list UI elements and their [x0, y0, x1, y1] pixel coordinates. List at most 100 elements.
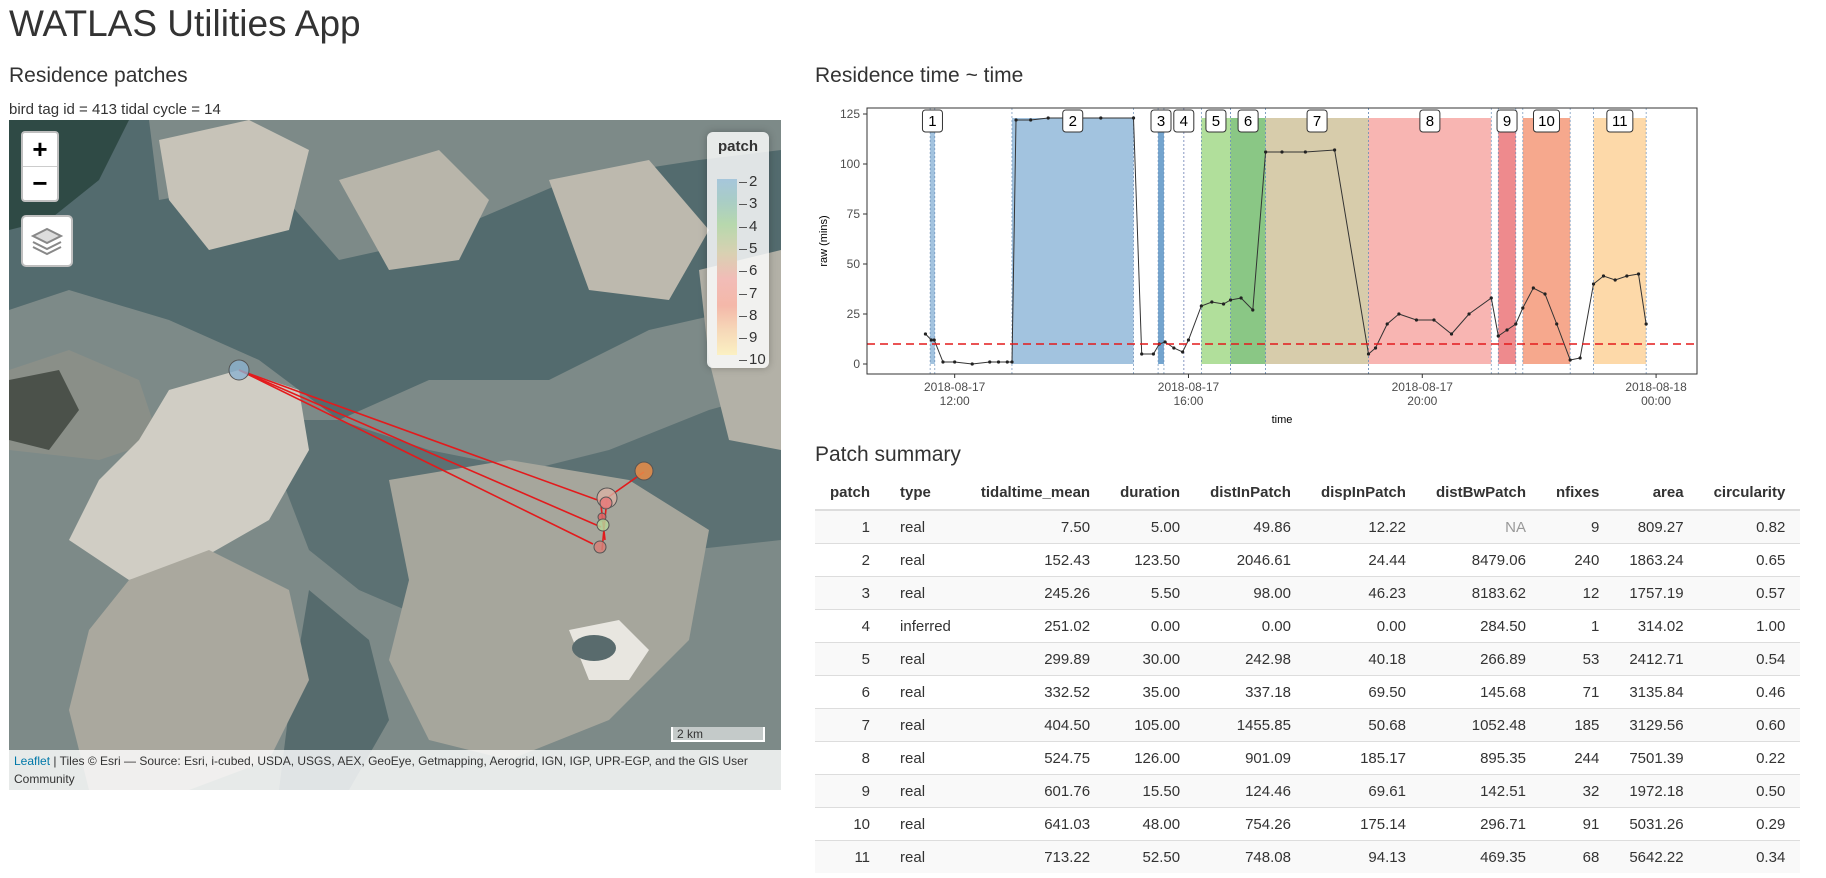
table-cell-nfixes: 1: [1540, 609, 1615, 643]
table-cell-duration: 52.50: [1105, 840, 1196, 873]
residence-time-point: [970, 362, 974, 366]
table-row: 1 real 7.50 5.00 49.86 12.22 NA 9 809.27 0.82: [815, 509, 1801, 544]
patch-label: 8: [1426, 113, 1434, 130]
table-row: 11 real 713.22 52.50 748.08 94.13 469.35 68 5642…: [815, 840, 1801, 873]
table-cell-distInPatch: 1455.85: [1195, 708, 1306, 742]
table-cell-duration: 5.50: [1105, 576, 1196, 610]
residence-time-point: [953, 360, 957, 364]
table-cell-distBwPatch: 895.35: [1420, 741, 1541, 775]
legend-tick: [739, 315, 747, 317]
table-cell-tidaltime_mean: 713.22: [965, 840, 1106, 873]
residence-time-point: [1280, 150, 1284, 154]
column-header-distInPatch[interactable]: distInPatch: [1195, 475, 1306, 511]
table-cell-tidaltime_mean: 641.03: [965, 807, 1106, 841]
table-cell-type: inferred: [885, 609, 966, 643]
column-header-distBwPatch[interactable]: distBwPatch: [1420, 475, 1541, 511]
residence-time-point: [996, 360, 1001, 364]
table-cell-distBwPatch: NA: [1420, 509, 1541, 544]
table-cell-area: 5642.22: [1614, 840, 1699, 873]
x-tick-label: 2018-08-18: [1625, 380, 1687, 394]
residence-patch-map[interactable]: + − patch 2 3 4 5 6 7 8 9 10 2 km Leaflet | Tile…: [9, 120, 781, 790]
table-header-row: patch type tidaltime_mean duration distInPat…: [815, 475, 1801, 511]
residence-time-point: [1221, 302, 1226, 306]
table-row: 6 real 332.52 35.00 337.18 69.50 145.68 71 3135.…: [815, 675, 1801, 709]
residence-time-point: [1172, 346, 1176, 350]
table-cell-circularity: 0.60: [1698, 708, 1801, 742]
table-row: 3 real 245.26 5.50 98.00 46.23 8183.62 12 1757.1…: [815, 576, 1801, 610]
patch-label: 1: [928, 113, 936, 130]
residence-time-chart: 1 2 3 4 5 6 7 8 9 10 1102550751001252018-08-1712:0…: [818, 107, 1698, 426]
table-cell-distInPatch: 0.00: [1195, 609, 1306, 643]
legend-tick: [739, 271, 747, 273]
table-cell-dispInPatch: 175.14: [1305, 807, 1421, 841]
x-tick-label: 2018-08-17: [1158, 380, 1220, 394]
table-row: 10 real 641.03 48.00 754.26 175.14 296.71 91 503…: [815, 807, 1801, 841]
table-cell-dispInPatch: 185.17: [1305, 741, 1421, 775]
legend-color-bar: [717, 179, 737, 355]
table-cell-distInPatch: 901.09: [1195, 741, 1306, 775]
patch-label-box: [1205, 109, 1227, 133]
zoom-out-button[interactable]: −: [32, 168, 48, 198]
table-cell-tidaltime_mean: 245.26: [965, 576, 1106, 610]
table-cell-distInPatch: 754.26: [1195, 807, 1306, 841]
table-cell-dispInPatch: 24.44: [1305, 543, 1421, 577]
legend-label: 6: [749, 262, 758, 280]
table-cell-patch: 11: [815, 840, 886, 873]
patch-marker-11: [593, 540, 607, 554]
patch-label: 3: [1157, 113, 1165, 130]
table-cell-patch: 6: [815, 675, 886, 709]
column-header-circularity[interactable]: circularity: [1698, 475, 1801, 511]
legend-tick: [739, 248, 747, 250]
residence-time-point: [1514, 322, 1518, 326]
legend-label: 5: [749, 239, 758, 257]
legend-tick: [739, 338, 747, 340]
column-header-duration[interactable]: duration: [1105, 475, 1196, 511]
residence-time-point: [923, 332, 928, 336]
column-header-area[interactable]: area: [1614, 475, 1699, 511]
table-section-title: Patch summary: [815, 443, 961, 466]
zoom-in-button[interactable]: +: [23, 133, 57, 167]
patch-band: [1158, 118, 1164, 364]
column-header-nfixes[interactable]: nfixes: [1540, 475, 1615, 511]
table-cell-circularity: 0.29: [1698, 807, 1801, 841]
table-cell-distInPatch: 242.98: [1195, 642, 1306, 676]
table-cell-patch: 1: [815, 509, 886, 544]
legend-label: 3: [749, 195, 758, 213]
column-header-type[interactable]: type: [885, 475, 966, 511]
table-cell-patch: 10: [815, 807, 886, 841]
leaflet-link[interactable]: Leaflet: [14, 754, 51, 768]
table-cell-distInPatch: 2046.61: [1195, 543, 1306, 577]
patch-label-box: [1496, 109, 1518, 133]
table-cell-distBwPatch: 284.50: [1420, 609, 1541, 643]
table-cell-distInPatch: 98.00: [1195, 576, 1306, 610]
patch-marker-10: [634, 461, 654, 481]
table-cell-nfixes: 12: [1540, 576, 1615, 610]
scale-bar: 2 km: [671, 727, 765, 742]
patch-label: 7: [1313, 113, 1321, 130]
patch-label-box: [921, 109, 943, 133]
table-cell-type: real: [885, 708, 966, 742]
patch-label: 11: [1612, 113, 1628, 130]
residence-time-point: [1397, 312, 1401, 316]
table-cell-type: real: [885, 543, 966, 577]
column-header-patch[interactable]: patch: [815, 475, 886, 511]
patch-marker-2: [228, 359, 250, 381]
residence-time-point: [1644, 322, 1648, 326]
layers-icon: [30, 227, 64, 256]
patch-label-box: [1150, 109, 1172, 133]
patch-label: 4: [1180, 113, 1188, 130]
table-cell-patch: 9: [815, 774, 886, 808]
column-header-tidaltime_mean[interactable]: tidaltime_mean: [965, 475, 1106, 511]
patch-label-box: [1419, 109, 1441, 133]
table-cell-tidaltime_mean: 7.50: [965, 509, 1106, 544]
table-cell-type: real: [885, 774, 966, 808]
residence-time-point: [1264, 150, 1268, 154]
table-cell-patch: 4: [815, 609, 886, 643]
patch-label-box: [1532, 109, 1560, 133]
x-tick-label: 00:00: [1641, 394, 1671, 408]
table-cell-duration: 35.00: [1105, 675, 1196, 709]
table-cell-distBwPatch: 8183.62: [1420, 576, 1541, 610]
patch-marker-5: [596, 518, 610, 532]
layers-control-button[interactable]: [21, 215, 73, 267]
column-header-dispInPatch[interactable]: dispInPatch: [1305, 475, 1421, 511]
